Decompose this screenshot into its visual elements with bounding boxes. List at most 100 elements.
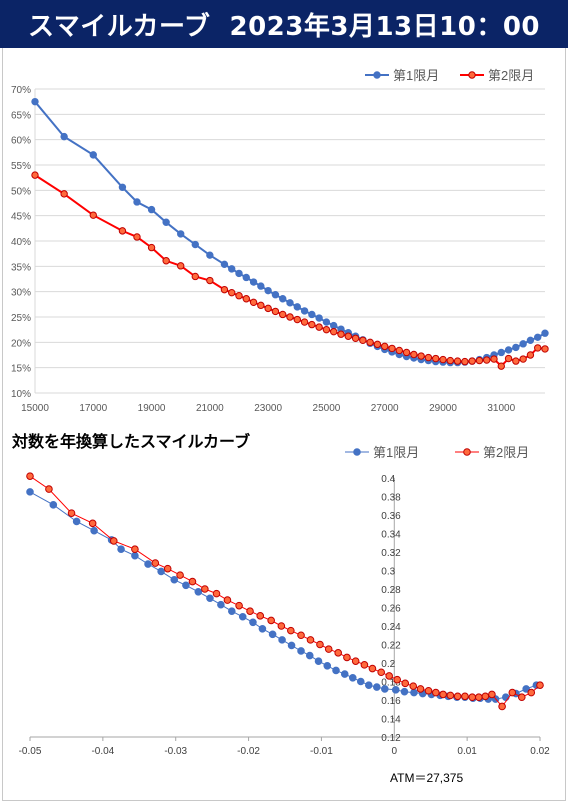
c1-data-point bbox=[293, 315, 301, 324]
c2-data-point bbox=[527, 688, 536, 697]
c1-data-point bbox=[228, 288, 236, 297]
c2-y-tick-label: 0.26 bbox=[381, 604, 401, 615]
c2-data-point bbox=[377, 668, 385, 677]
c2-data-point bbox=[316, 640, 324, 649]
c1-data-point bbox=[191, 272, 199, 281]
c1-data-point bbox=[162, 257, 170, 265]
c2-x-tick-label: -0.05 bbox=[19, 746, 42, 757]
c1-data-point bbox=[308, 310, 316, 319]
c1-data-point bbox=[541, 345, 549, 353]
c2-data-point bbox=[368, 664, 377, 673]
c1-data-point bbox=[220, 260, 229, 269]
c2-data-point bbox=[393, 675, 402, 684]
c1-y-tick-label: 20% bbox=[11, 338, 31, 349]
c2-data-point bbox=[391, 686, 400, 694]
c1-legend-marker bbox=[468, 71, 476, 79]
c2-legend-label: 第2限月 bbox=[483, 445, 529, 460]
c2-data-point bbox=[90, 526, 98, 535]
c1-data-point bbox=[228, 265, 236, 273]
c2-y-tick-label: 0.2 bbox=[381, 659, 395, 670]
c1-data-point bbox=[300, 307, 309, 315]
c2-data-point bbox=[340, 670, 349, 678]
c2-y-tick-label: 0.12 bbox=[381, 733, 401, 744]
c2-data-point bbox=[151, 559, 160, 567]
c2-data-point bbox=[88, 519, 97, 528]
c1-data-point bbox=[279, 295, 287, 303]
c2-y-tick-label: 0.4 bbox=[381, 474, 395, 485]
c1-data-point bbox=[526, 351, 535, 359]
c1-data-point bbox=[264, 304, 272, 313]
c1-data-point bbox=[293, 303, 301, 311]
c2-data-point bbox=[481, 692, 490, 701]
c1-data-point bbox=[497, 348, 505, 357]
c2-data-point bbox=[287, 626, 295, 635]
c1-data-point bbox=[490, 355, 498, 363]
c1-x-tick-label: 31000 bbox=[487, 403, 515, 414]
c2-data-point bbox=[235, 601, 243, 610]
c2-data-point bbox=[26, 488, 34, 496]
c2-data-point bbox=[432, 688, 440, 697]
c1-data-point bbox=[410, 350, 418, 359]
c1-x-tick-label: 27000 bbox=[371, 403, 399, 414]
c2-data-point bbox=[278, 636, 286, 644]
c1-data-point bbox=[89, 151, 97, 159]
c2-data-point bbox=[343, 653, 351, 662]
c1-data-point bbox=[322, 325, 331, 334]
c1-data-point bbox=[439, 355, 447, 364]
c1-data-point bbox=[330, 321, 338, 330]
smile-curve-chart: 10% 15% 20% 25% 30% 35% 40% 45% 50% 55% 60% 65% 70% 1… bbox=[11, 68, 549, 414]
c2-y-tick-label: 0.18 bbox=[381, 678, 401, 689]
c1-data-point bbox=[461, 357, 469, 366]
c1-legend-label: 第1限月 bbox=[393, 68, 439, 83]
c2-x-tick-label: 0.02 bbox=[530, 746, 550, 757]
c1-data-point bbox=[424, 353, 433, 362]
c1-data-point bbox=[220, 285, 229, 294]
c1-data-point bbox=[337, 330, 345, 338]
c2-data-point bbox=[297, 647, 305, 655]
c1-data-point bbox=[206, 276, 214, 285]
c2-data-point bbox=[238, 612, 247, 621]
c1-data-point bbox=[519, 355, 527, 363]
c1-data-point bbox=[381, 342, 389, 351]
c1-y-tick-label: 10% bbox=[11, 389, 31, 400]
c2-data-point bbox=[217, 600, 225, 609]
c2-data-point bbox=[409, 682, 418, 690]
c2-data-point bbox=[258, 624, 267, 633]
c2-series-layer bbox=[26, 472, 544, 711]
c2-data-point bbox=[67, 509, 76, 517]
c1-data-point bbox=[249, 298, 258, 307]
header-title: スマイルカーブ bbox=[28, 11, 211, 42]
c2-data-point bbox=[439, 690, 447, 699]
chart-frame bbox=[2, 48, 566, 801]
c2-data-point bbox=[508, 688, 517, 697]
c2-data-point bbox=[157, 567, 165, 576]
c1-axes: 10% 15% 20% 25% 30% 35% 40% 45% 50% 55% 60% 65% 70% 1… bbox=[11, 85, 516, 414]
c2-data-point bbox=[323, 661, 332, 670]
c2-data-point bbox=[324, 645, 333, 653]
c1-data-point bbox=[519, 340, 527, 348]
c1-data-point bbox=[351, 334, 360, 342]
c2-data-point bbox=[188, 577, 197, 586]
c2-data-point bbox=[131, 551, 139, 560]
c2-data-point bbox=[517, 693, 526, 702]
c2-data-point bbox=[223, 596, 232, 604]
c1-series-line-2 bbox=[34, 174, 546, 368]
c2-y-tick-label: 0.34 bbox=[381, 530, 401, 541]
c1-data-point bbox=[512, 343, 520, 352]
c1-data-point bbox=[366, 338, 374, 347]
c2-x-tick-label: -0.03 bbox=[164, 746, 187, 757]
c2-data-point bbox=[246, 607, 254, 615]
c1-y-tick-label: 25% bbox=[11, 313, 31, 324]
c1-x-tick-label: 19000 bbox=[138, 403, 166, 414]
c1-data-point bbox=[504, 346, 513, 354]
c2-y-tick-label: 0.3 bbox=[381, 567, 395, 578]
c2-data-point bbox=[536, 681, 544, 690]
c1-legend-marker bbox=[373, 71, 381, 79]
c1-data-point bbox=[468, 357, 476, 365]
header-datetime: 2023年3月13日10：00 bbox=[229, 11, 540, 42]
c1-data-point bbox=[177, 230, 185, 238]
c1-series-line-1 bbox=[34, 101, 546, 364]
c1-data-point bbox=[242, 273, 250, 282]
c2-y-tick-label: 0.28 bbox=[381, 585, 401, 596]
c1-y-tick-label: 60% bbox=[11, 136, 31, 147]
